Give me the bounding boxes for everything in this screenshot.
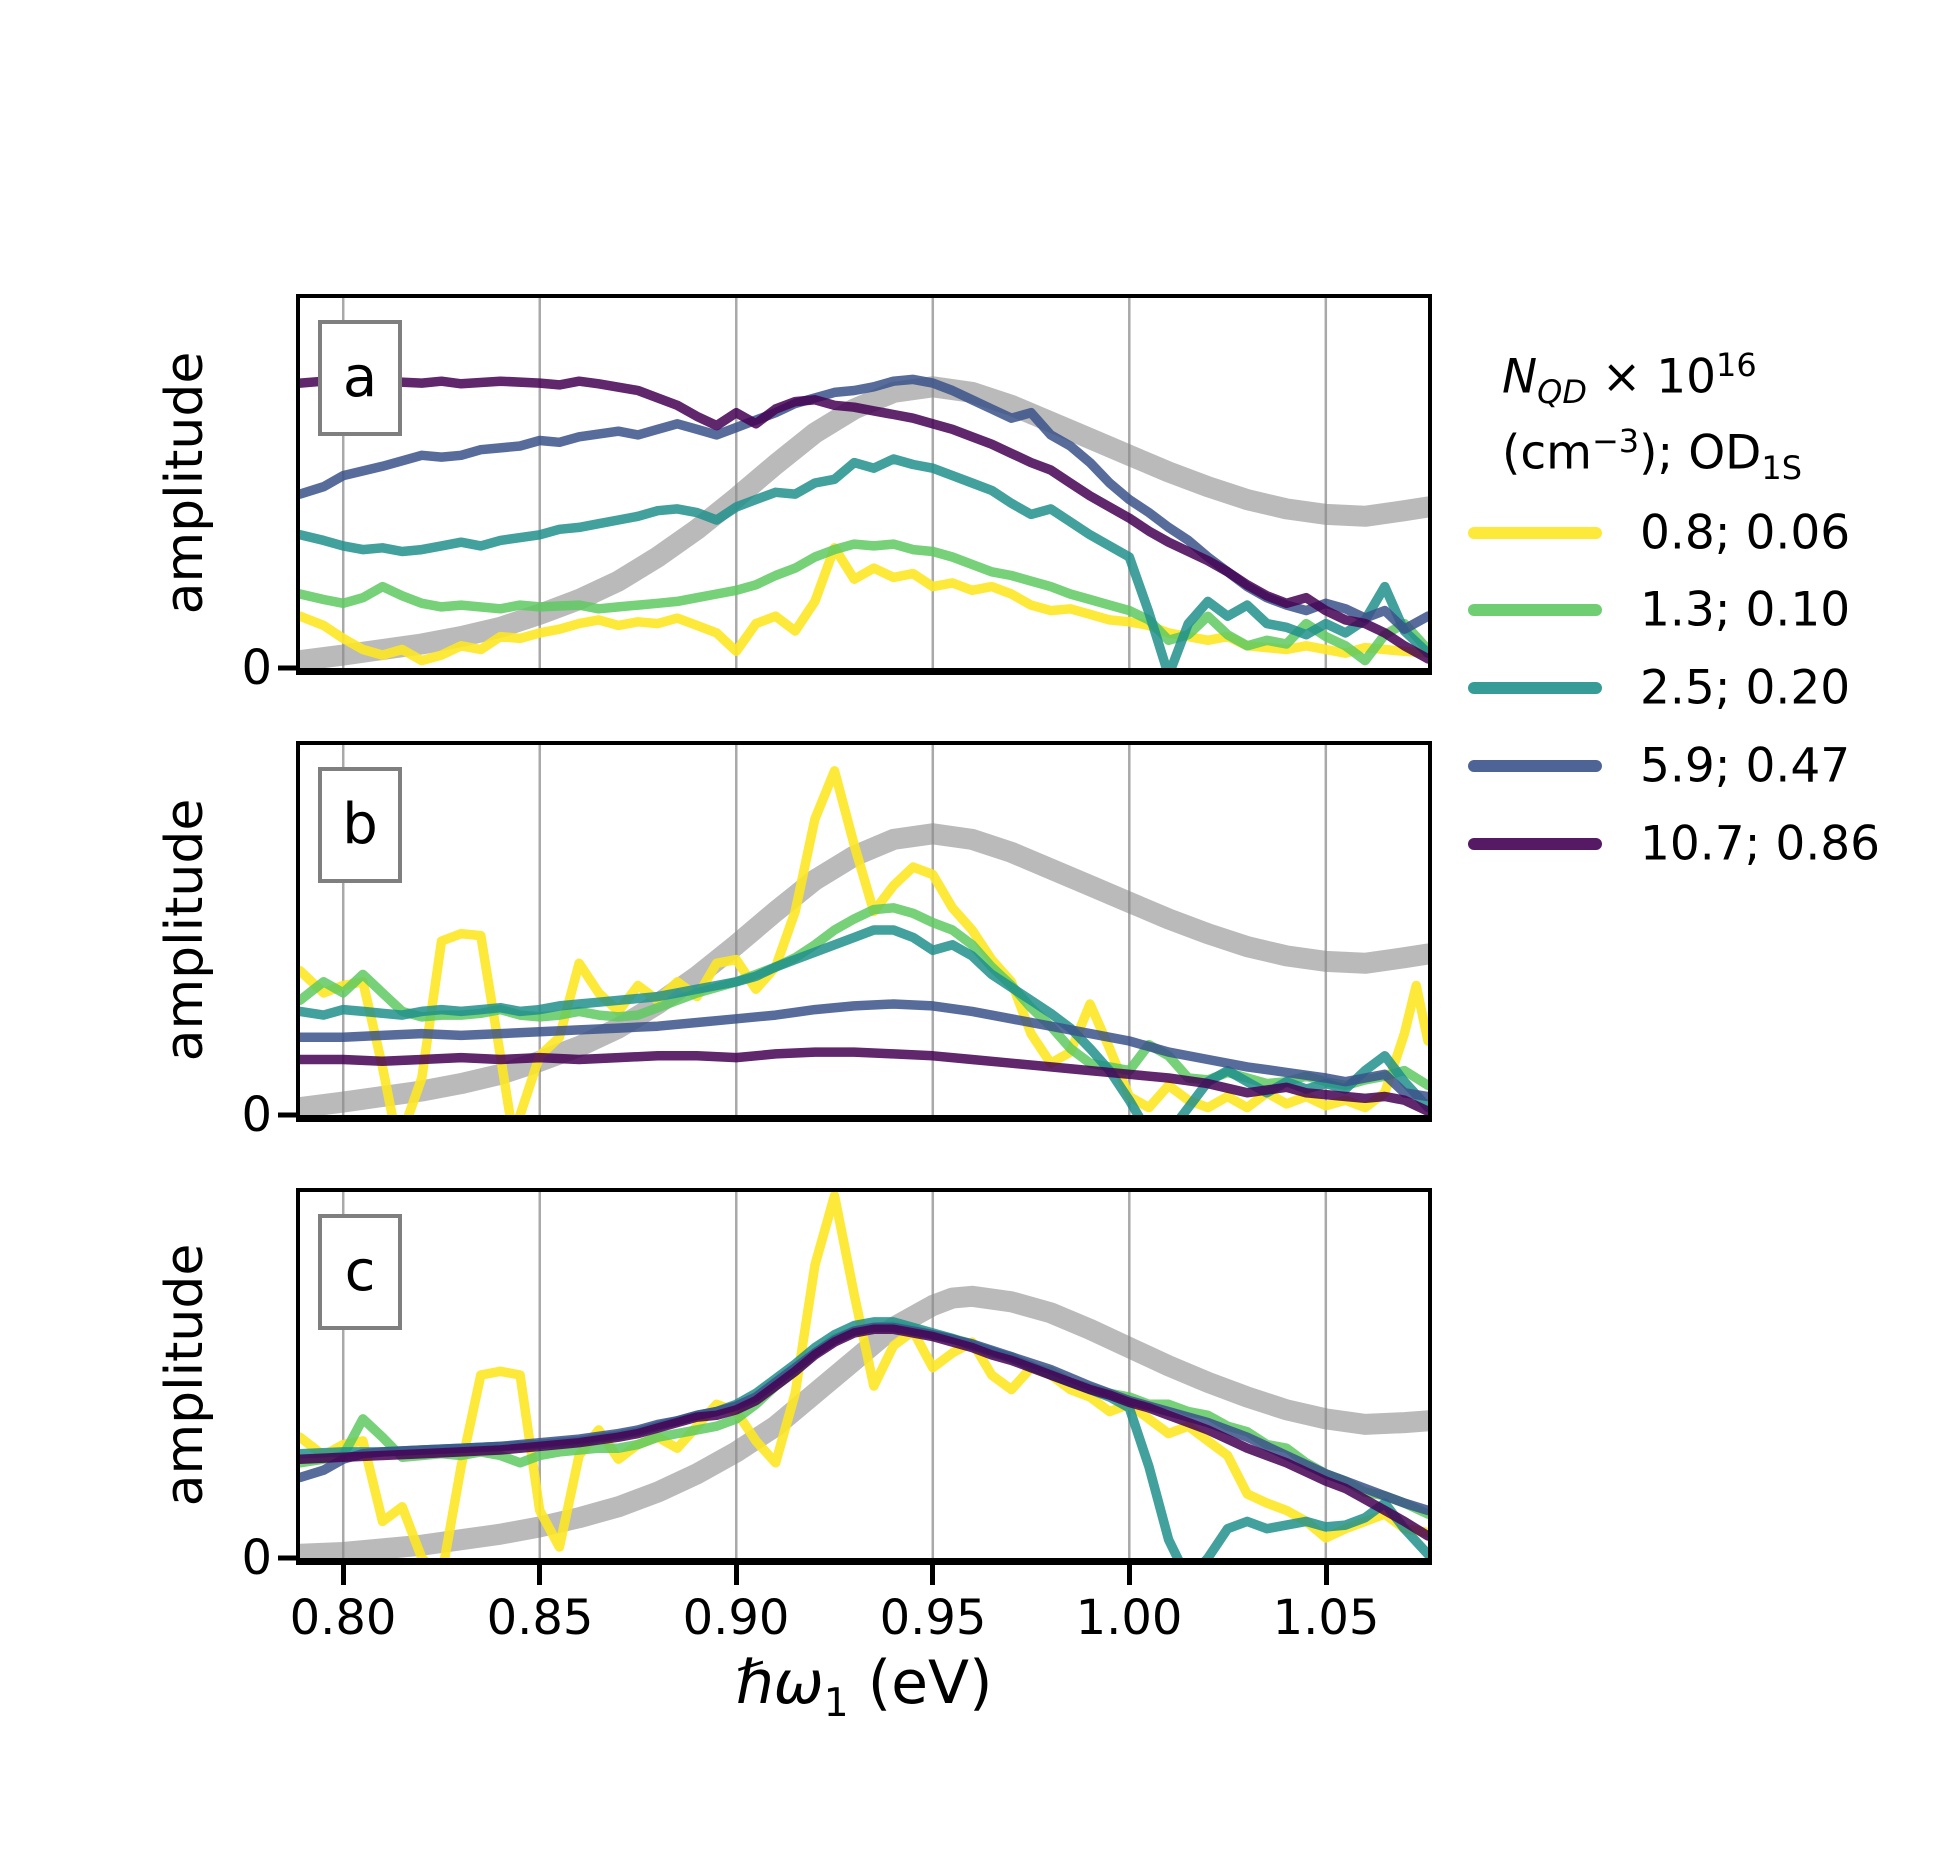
legend-swatch-1.3 — [1468, 604, 1602, 616]
series-s08-panel-b — [300, 766, 1428, 1115]
panel-a-letter: a — [342, 345, 378, 410]
x-axis-label: ℏω1 (eV) — [735, 1648, 993, 1726]
series-s107-panel-a — [300, 376, 1428, 664]
series-ref-panel-a — [300, 376, 1428, 668]
x-tick-label-0.80: 0.80 — [289, 1590, 397, 1646]
y-axis-label-panel-a: amplitude — [155, 351, 215, 615]
panel-c-letter-box: c — [318, 1214, 402, 1330]
y-axis-label-panel-c: amplitude — [155, 1243, 215, 1507]
y-zero-tick-panel-b — [278, 1112, 296, 1118]
legend-title-line2: (cm−3); OD1S — [1502, 422, 1802, 488]
y-axis-label-panel-b: amplitude — [155, 798, 215, 1062]
series-s25-panel-b — [300, 925, 1428, 1115]
x-tick-label-0.85: 0.85 — [486, 1590, 594, 1646]
series-s08-panel-c — [300, 1192, 1428, 1558]
legend-swatch-10.7 — [1468, 838, 1602, 850]
x-tick-0.90 — [734, 1565, 739, 1585]
panel-c: c — [296, 1188, 1432, 1565]
legend-label-2.5: 2.5; 0.20 — [1640, 660, 1851, 716]
legend-label-0.8: 0.8; 0.06 — [1640, 505, 1851, 561]
legend-swatch-5.9 — [1468, 760, 1602, 772]
legend-title-line1: NQD × 1016 — [1502, 346, 1757, 412]
legend-swatch-0.8 — [1468, 527, 1602, 539]
x-tick-1.00 — [1127, 1565, 1132, 1585]
panel-b-letter-box: b — [318, 767, 402, 883]
legend-label-5.9: 5.9; 0.47 — [1640, 738, 1851, 794]
x-tick-label-1.00: 1.00 — [1075, 1590, 1183, 1646]
series-ref-panel-b — [300, 823, 1428, 1115]
series-s25-panel-a — [300, 454, 1428, 668]
x-tick-0.95 — [930, 1565, 935, 1585]
x-tick-label-0.90: 0.90 — [682, 1590, 790, 1646]
series-s13-panel-a — [300, 539, 1428, 666]
y-zero-label-panel-c: 0 — [241, 1530, 272, 1586]
y-zero-label-panel-b: 0 — [241, 1087, 272, 1143]
legend-label-10.7: 10.7; 0.86 — [1640, 816, 1881, 872]
y-zero-tick-panel-a — [278, 665, 296, 671]
y-zero-label-panel-a: 0 — [241, 640, 272, 696]
panel-b-chart — [300, 745, 1428, 1115]
panel-b: b — [296, 741, 1432, 1122]
series-s107-panel-c — [300, 1324, 1428, 1541]
x-tick-label-1.05: 1.05 — [1272, 1590, 1380, 1646]
panel-c-letter: c — [344, 1239, 376, 1304]
panel-a-letter-box: a — [318, 320, 402, 436]
series-s59-panel-b — [300, 999, 1428, 1102]
panel-b-letter: b — [342, 792, 378, 857]
legend-swatch-2.5 — [1468, 682, 1602, 694]
legend-label-1.3: 1.3; 0.10 — [1640, 582, 1851, 638]
panel-a: a — [296, 294, 1432, 675]
panel-c-chart — [300, 1192, 1428, 1558]
x-tick-0.85 — [537, 1565, 542, 1585]
x-tick-label-0.95: 0.95 — [879, 1590, 987, 1646]
panel-a-chart — [300, 298, 1428, 668]
x-tick-1.05 — [1324, 1565, 1329, 1585]
y-zero-tick-panel-c — [278, 1555, 296, 1561]
series-s107-panel-b — [300, 1047, 1428, 1115]
x-tick-0.80 — [341, 1565, 346, 1585]
